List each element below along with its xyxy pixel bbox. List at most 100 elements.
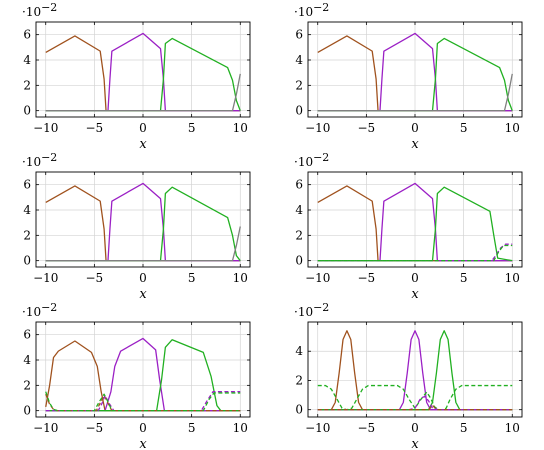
chart-panel-6: −10 −5 0 5 10 0 2 4 ·10−2 x bbox=[272, 300, 544, 450]
y-tick-label: 0 bbox=[295, 403, 303, 417]
x-tick-label: 5 bbox=[460, 421, 468, 435]
chart-panel-3: −10 −5 0 5 10 0 2 4 6 ·10−2 x bbox=[0, 150, 272, 302]
series-line-3 bbox=[45, 37, 241, 112]
x-tick-label: 5 bbox=[188, 271, 196, 285]
x-axis-label: x bbox=[139, 437, 147, 450]
y-tick-label: 2 bbox=[23, 378, 31, 392]
series-line-5 bbox=[45, 391, 241, 412]
x-axis-label: x bbox=[411, 437, 419, 450]
series-line-3 bbox=[45, 339, 241, 412]
x-tick-label: 5 bbox=[460, 121, 468, 135]
x-tick-label: 5 bbox=[188, 121, 196, 135]
y-multiplier: ·10−2 bbox=[294, 301, 329, 319]
x-tick-label: 5 bbox=[460, 271, 468, 285]
x-tick-label: −10 bbox=[33, 421, 58, 435]
y-multiplier: ·10−2 bbox=[294, 151, 329, 169]
y-tick-label: 6 bbox=[23, 28, 31, 42]
x-tick-label: −10 bbox=[33, 121, 58, 135]
series-line-5 bbox=[317, 244, 513, 262]
y-tick-label: 6 bbox=[295, 178, 303, 192]
x-tick-label: −5 bbox=[358, 121, 376, 135]
y-tick-label: 2 bbox=[295, 373, 303, 387]
y-tick-label: 0 bbox=[295, 104, 303, 118]
y-tick-label: 0 bbox=[295, 254, 303, 268]
x-tick-label: −10 bbox=[33, 271, 58, 285]
x-tick-label: 0 bbox=[139, 121, 147, 135]
y-multiplier-exponent: −2 bbox=[41, 1, 57, 14]
series-line-3 bbox=[317, 186, 513, 262]
chart-svg: −10 −5 0 5 10 0 2 4 6 ·10−2 x bbox=[22, 301, 251, 450]
series-line-4 bbox=[45, 73, 241, 112]
y-multiplier: ·10−2 bbox=[22, 301, 57, 319]
gridlines bbox=[36, 172, 250, 267]
series-line-2 bbox=[45, 32, 241, 112]
series-line-6 bbox=[45, 391, 241, 412]
x-tick-label: 10 bbox=[505, 421, 520, 435]
y-multiplier: ·10−2 bbox=[294, 1, 329, 19]
x-tick-label: −5 bbox=[86, 271, 104, 285]
gridlines bbox=[36, 322, 250, 417]
y-tick-label: 4 bbox=[23, 353, 31, 367]
gridlines bbox=[308, 22, 522, 117]
y-tick-label: 0 bbox=[23, 104, 31, 118]
x-tick-label: 5 bbox=[188, 421, 196, 435]
series-line-1 bbox=[45, 340, 241, 412]
y-tick-label: 0 bbox=[23, 254, 31, 268]
y-tick-label: 2 bbox=[23, 228, 31, 242]
y-tick-label: 4 bbox=[295, 344, 303, 358]
chart-panel-4: −10 −5 0 5 10 0 2 4 6 ·10−2 x bbox=[272, 150, 544, 302]
x-tick-label: −5 bbox=[86, 121, 104, 135]
x-axis-label: x bbox=[139, 287, 147, 302]
x-tick-label: 0 bbox=[411, 121, 419, 135]
x-tick-label: −5 bbox=[358, 271, 376, 285]
chart-svg: −10 −5 0 5 10 0 2 4 ·10−2 x bbox=[294, 301, 523, 450]
x-tick-label: 10 bbox=[505, 121, 520, 135]
x-tick-label: −5 bbox=[86, 421, 104, 435]
y-tick-label: 6 bbox=[23, 178, 31, 192]
x-tick-label: 10 bbox=[233, 421, 248, 435]
y-multiplier-exponent: −2 bbox=[313, 301, 329, 314]
chart-svg: −10 −5 0 5 10 0 2 4 6 ·10−2 x bbox=[294, 1, 523, 152]
y-tick-label: 2 bbox=[295, 78, 303, 92]
series-line-1 bbox=[317, 330, 513, 411]
series-line-6 bbox=[317, 404, 513, 411]
gridlines bbox=[36, 22, 250, 117]
y-tick-label: 4 bbox=[23, 53, 31, 67]
x-axis-label: x bbox=[139, 137, 147, 152]
series-line-3 bbox=[317, 37, 513, 112]
y-tick-label: 2 bbox=[23, 78, 31, 92]
x-tick-label: 10 bbox=[233, 121, 248, 135]
series-line-2 bbox=[317, 330, 513, 411]
x-axis-label: x bbox=[411, 287, 419, 302]
gridlines bbox=[308, 172, 522, 267]
x-tick-label: −5 bbox=[358, 421, 376, 435]
y-multiplier-exponent: −2 bbox=[313, 1, 329, 14]
series-line-2 bbox=[317, 32, 513, 112]
x-axis-label: x bbox=[411, 137, 419, 152]
y-tick-label: 4 bbox=[295, 203, 303, 217]
y-tick-label: 0 bbox=[23, 404, 31, 418]
x-tick-label: −10 bbox=[305, 271, 330, 285]
y-multiplier-exponent: −2 bbox=[41, 151, 57, 164]
chart-svg: −10 −5 0 5 10 0 2 4 6 ·10−2 x bbox=[22, 151, 251, 302]
series-line-4 bbox=[45, 226, 241, 262]
chart-svg: −10 −5 0 5 10 0 2 4 6 ·10−2 x bbox=[22, 1, 251, 152]
y-tick-label: 6 bbox=[295, 28, 303, 42]
chart-panel-2: −10 −5 0 5 10 0 2 4 6 ·10−2 x bbox=[272, 0, 544, 152]
chart-panel-5: −10 −5 0 5 10 0 2 4 6 ·10−2 x bbox=[0, 300, 272, 450]
y-tick-label: 6 bbox=[23, 328, 31, 342]
y-multiplier-exponent: −2 bbox=[41, 301, 57, 314]
x-tick-label: −10 bbox=[305, 121, 330, 135]
y-multiplier: ·10−2 bbox=[22, 1, 57, 19]
x-tick-label: −10 bbox=[305, 421, 330, 435]
y-tick-label: 4 bbox=[295, 53, 303, 67]
y-multiplier: ·10−2 bbox=[22, 151, 57, 169]
y-multiplier-exponent: −2 bbox=[313, 151, 329, 164]
x-tick-label: 0 bbox=[411, 421, 419, 435]
series-line-4 bbox=[317, 384, 513, 411]
x-tick-label: 0 bbox=[411, 271, 419, 285]
series-line-2 bbox=[317, 182, 513, 262]
x-tick-label: 0 bbox=[139, 271, 147, 285]
chart-panel-1: −10 −5 0 5 10 0 2 4 6 ·10−2 x bbox=[0, 0, 272, 152]
